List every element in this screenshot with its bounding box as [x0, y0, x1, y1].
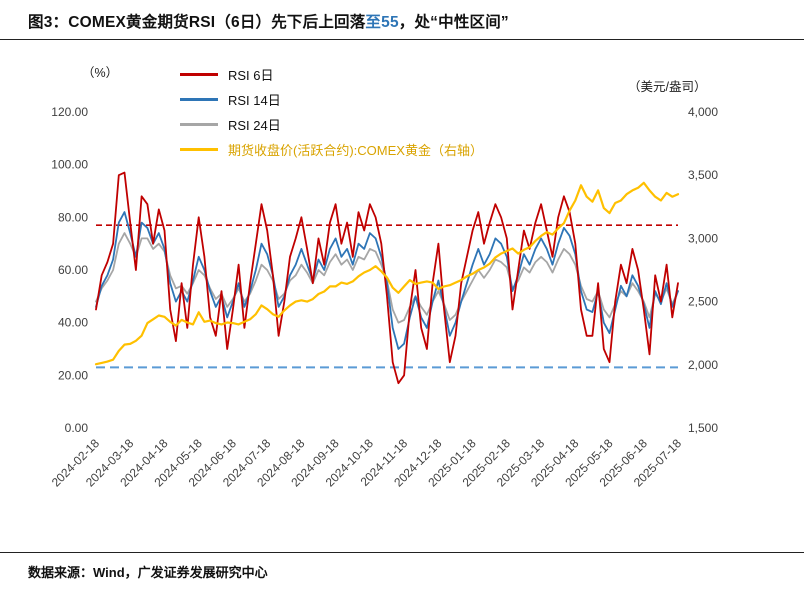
rsi-14-line-swatch-icon [180, 98, 218, 101]
left-axis-unit-label: （%） [82, 66, 119, 80]
figure-title: 图3：COMEX黄金期货RSI（6日）先下后上回落至55，处“中性区间” [0, 0, 804, 40]
left-axis-tick: 80.00 [58, 210, 88, 224]
data-source: 数据来源：Wind，广发证券发展研究中心 [0, 552, 804, 592]
figure-title-highlight: 至55 [365, 14, 399, 31]
legend-item-rsi-24: RSI 24日 [180, 112, 483, 137]
right-axis-tick: 4,000 [688, 105, 718, 119]
series-line-rsi-14 [95, 211, 679, 350]
right-axis-tick: 3,000 [688, 231, 718, 245]
legend-item-rsi-6: RSI 6日 [180, 62, 483, 87]
left-axis-tick: 100.00 [51, 158, 88, 172]
figure-title-suffix: ，处“中性区间” [398, 14, 509, 31]
series-line-gold-price [94, 181, 680, 366]
left-axis-tick: 20.00 [58, 368, 88, 382]
left-axis-tick: 60.00 [58, 263, 88, 277]
rsi-6-line-swatch-icon [180, 73, 218, 76]
legend-item-gold-price: 期货收盘价(活跃合约):COMEX黄金（右轴） [180, 137, 483, 162]
figure-title-text: 图3：COMEX黄金期货RSI（6日）先下后上回落 [28, 14, 366, 31]
series-line-rsi-6 [95, 171, 679, 385]
left-axis-tick: 120.00 [51, 105, 88, 119]
legend-label: RSI 14日 [228, 93, 281, 108]
legend-item-rsi-14: RSI 14日 [180, 87, 483, 112]
legend-label: RSI 24日 [228, 118, 281, 133]
chart-legend: RSI 6日 RSI 14日 RSI 24日 期货收盘价(活跃合约):COMEX… [180, 62, 483, 162]
legend-label: 期货收盘价(活跃合约):COMEX黄金（右轴） [228, 143, 483, 158]
left-axis-tick: 40.00 [58, 316, 88, 330]
right-axis-tick: 2,000 [688, 358, 718, 372]
gold-price-line-swatch-icon [180, 147, 218, 152]
right-axis-tick: 3,500 [688, 168, 718, 182]
right-axis-tick: 1,500 [688, 421, 718, 435]
right-axis-unit-label: （美元/盎司） [628, 80, 707, 94]
rsi-24-line-swatch-icon [180, 123, 218, 126]
legend-label: RSI 6日 [228, 68, 274, 83]
left-axis-tick: 0.00 [65, 421, 89, 435]
right-axis-tick: 2,500 [688, 295, 718, 309]
